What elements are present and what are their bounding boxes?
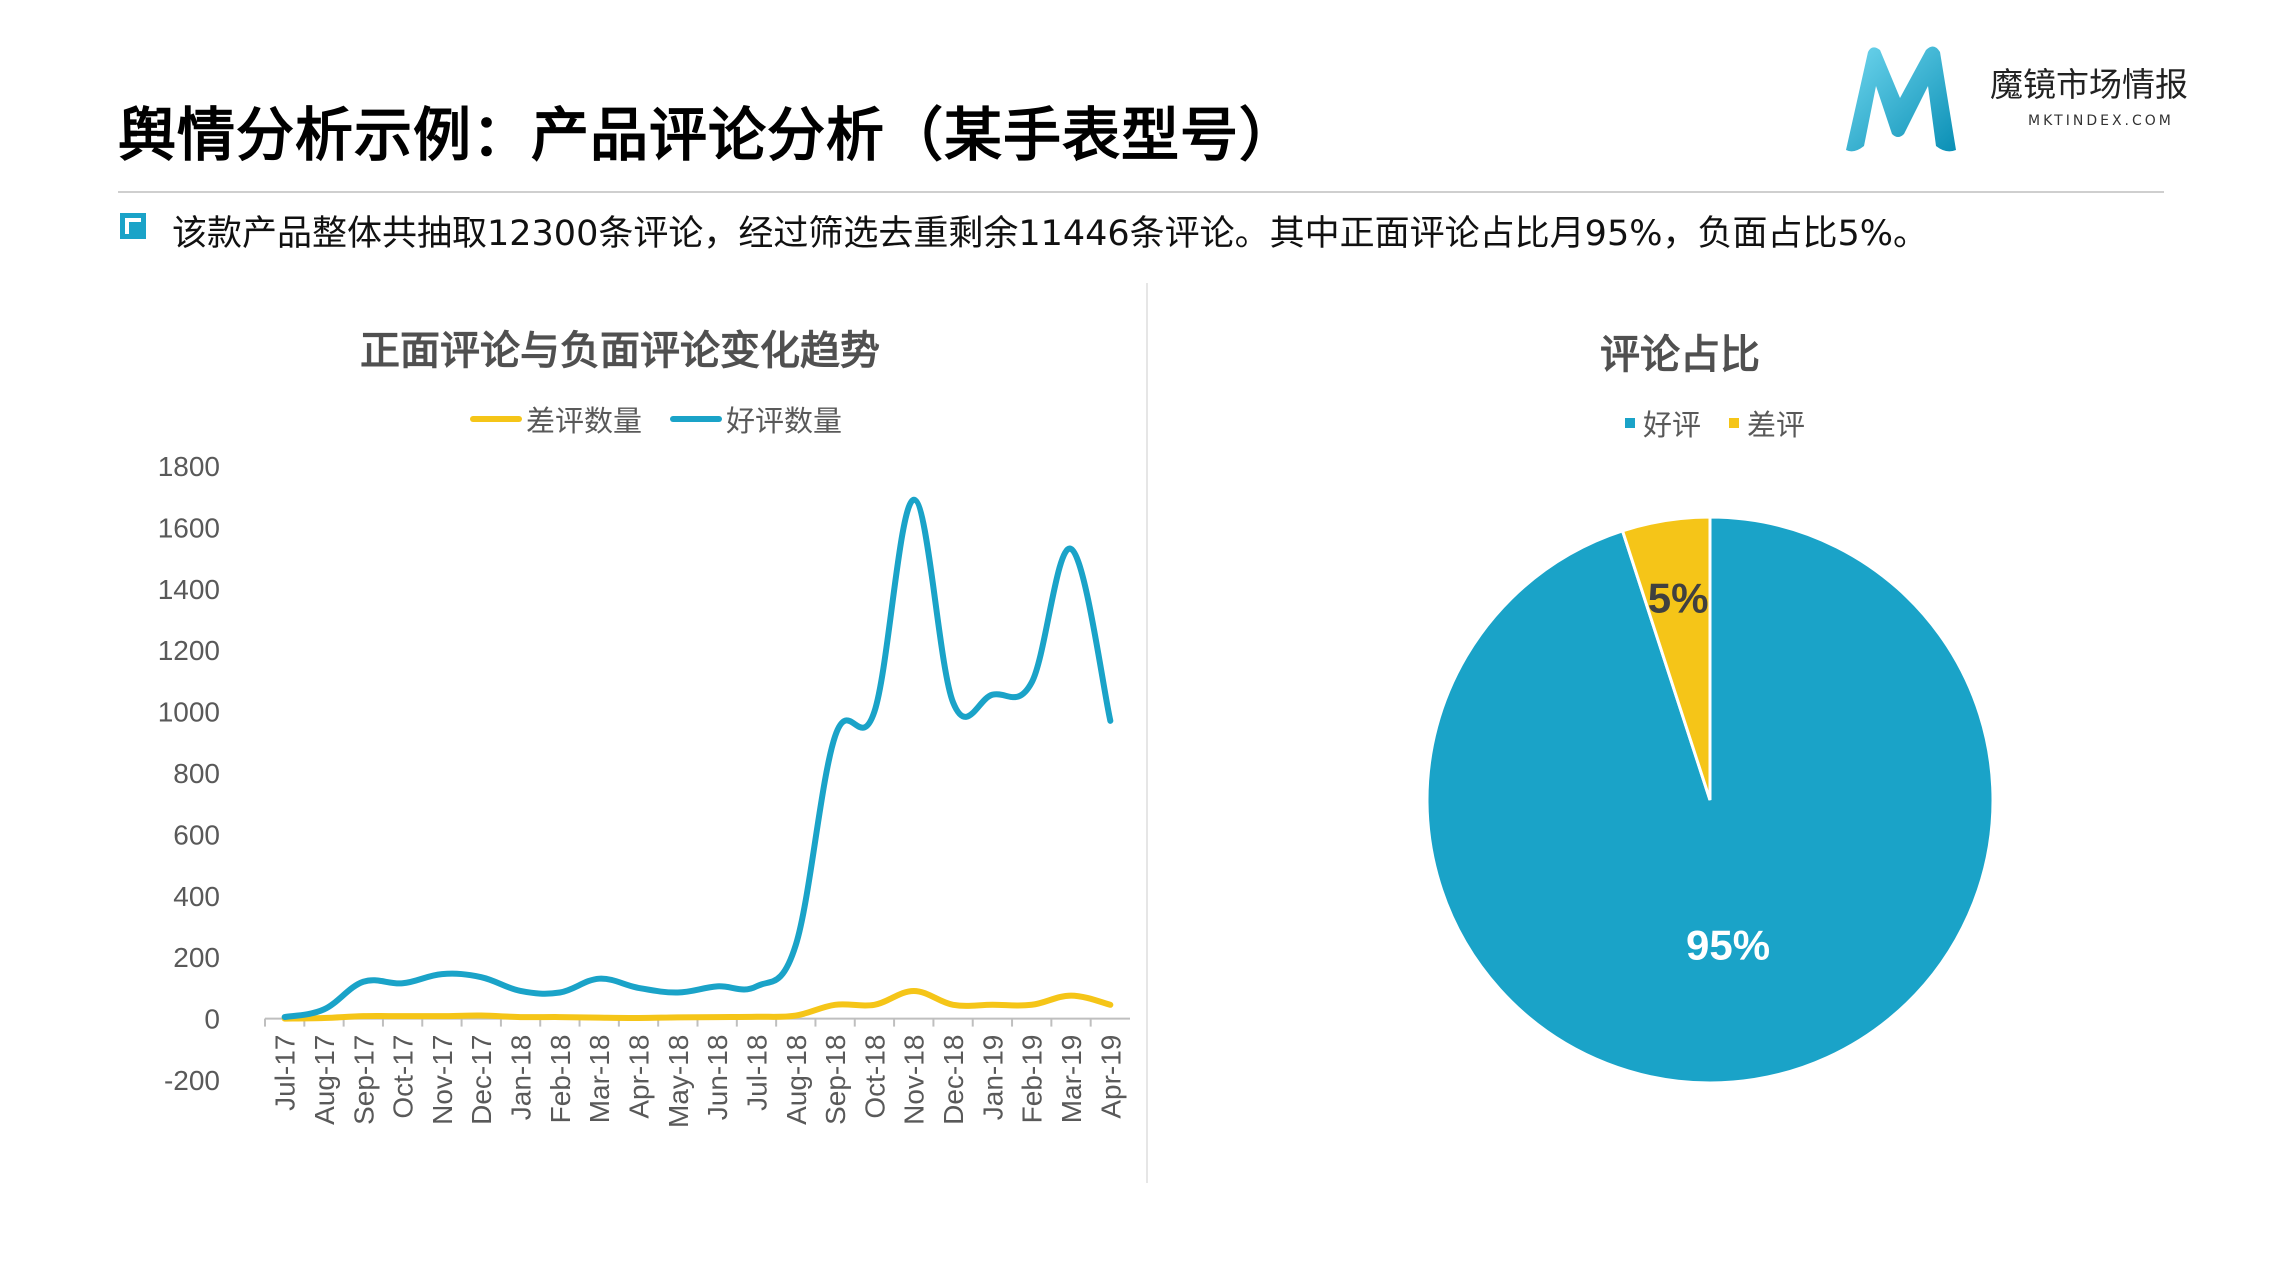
y-tick-label: 400 [173, 881, 220, 912]
logo-text: 魔镜市场情报 [1990, 65, 2188, 104]
pie-label-bad: 5% [1648, 575, 1709, 622]
pie-label-good: 95% [1686, 921, 1770, 968]
legend-label-good: 好评 [1643, 408, 1702, 442]
legend-item-good: 好评 [1625, 402, 1701, 444]
x-tick-label: Dec-17 [466, 1035, 497, 1125]
pie-chart: 95% 5% [1425, 515, 1995, 1085]
x-tick-label: Jan-18 [506, 1035, 537, 1121]
bullet-square-icon [120, 213, 146, 239]
x-tick-label: Aug-17 [309, 1035, 340, 1125]
x-tick-label: Jun-18 [702, 1035, 733, 1121]
y-tick-label: 200 [173, 942, 220, 973]
y-tick-label: 1600 [158, 512, 220, 543]
legend-item-negative: 差评数量 [470, 398, 642, 440]
legend-label-positive: 好评数量 [726, 404, 843, 438]
legend-label-bad: 差评 [1747, 408, 1806, 442]
pie-chart-title: 评论占比 [1600, 332, 1760, 378]
panel-divider [1146, 283, 1148, 1183]
x-tick-label: Dec-18 [938, 1035, 969, 1125]
y-tick-label: 0 [204, 1004, 220, 1035]
x-tick-label: Apr-19 [1095, 1035, 1126, 1119]
line-chart-legend: 差评数量 好评数量 [470, 398, 870, 440]
logo-url: MKTINDEX.COM [2028, 113, 2174, 129]
legend-item-bad: 差评 [1729, 402, 1805, 444]
summary-text: 该款产品整体共抽取12300条评论，经过筛选去重剩余11446条评论。其中正面评… [172, 214, 1929, 254]
legend-item-positive: 好评数量 [670, 398, 842, 440]
y-tick-label: 1800 [158, 451, 220, 482]
line-chart-title: 正面评论与负面评论变化趋势 [360, 328, 880, 374]
pie-chart-legend: 好评 差评 [1625, 402, 1833, 444]
x-tick-label: Jul-17 [270, 1035, 301, 1111]
legend-swatch-bad [1729, 418, 1740, 428]
x-tick-label: Mar-19 [1056, 1035, 1087, 1124]
logo-icon [1846, 46, 1956, 152]
y-tick-label: 600 [173, 819, 220, 850]
x-tick-label: Sep-17 [348, 1035, 379, 1125]
page-title: 舆情分析示例：产品评论分析（某手表型号） [118, 101, 1299, 169]
legend-swatch-negative [470, 416, 522, 422]
header-divider [118, 191, 2164, 193]
x-tick-label: Jan-19 [977, 1035, 1008, 1121]
x-tick-label: Oct-17 [388, 1035, 419, 1119]
x-tick-label: Nov-18 [899, 1035, 930, 1125]
pie-slice-bad [1620, 515, 1712, 801]
x-tick-label: Apr-18 [624, 1035, 655, 1119]
x-tick-label: Oct-18 [859, 1035, 890, 1119]
line-chart: -200 0 200 400 600 800 1000 1200 1400 1600 1800 Jul… [158, 451, 1130, 1128]
y-tick-label: 1200 [158, 635, 220, 666]
series-line-positive [281, 496, 1114, 1021]
x-tick-label: Sep-18 [820, 1035, 851, 1125]
x-tick-label: Nov-17 [427, 1035, 458, 1125]
y-tick-label: 800 [173, 758, 220, 789]
x-tick-label: Jul-18 [741, 1035, 772, 1111]
y-tick-label: 1000 [158, 697, 220, 728]
x-tick-label: May-18 [663, 1035, 694, 1128]
x-tick-label: Aug-18 [781, 1035, 812, 1125]
y-tick-label: -200 [164, 1065, 220, 1096]
y-tick-label: 1400 [158, 574, 220, 605]
legend-label-negative: 差评数量 [526, 404, 643, 438]
x-tick-label: Feb-18 [545, 1035, 576, 1124]
legend-swatch-good [1625, 418, 1635, 428]
x-tick-label: Mar-18 [584, 1035, 615, 1124]
legend-swatch-positive [670, 416, 723, 422]
x-tick-label: Feb-19 [1017, 1035, 1048, 1124]
series-line-negative [281, 987, 1114, 1022]
